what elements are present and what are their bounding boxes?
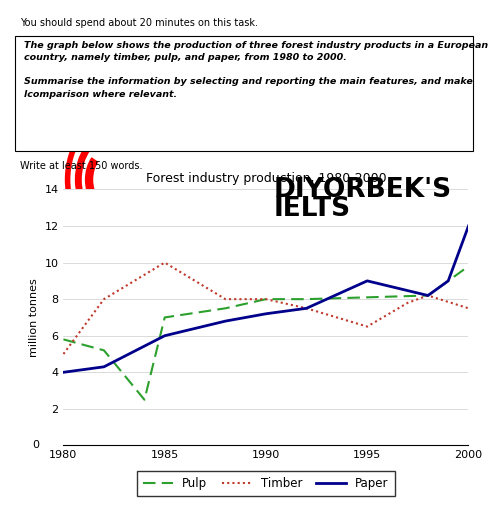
Y-axis label: million tonnes: million tonnes (29, 278, 39, 357)
Text: 0: 0 (32, 440, 39, 451)
Text: Write at least 150 words.: Write at least 150 words. (20, 161, 142, 172)
Text: You should spend about 20 minutes on this task.: You should spend about 20 minutes on thi… (20, 18, 258, 28)
Text: IELTS: IELTS (273, 196, 350, 222)
Legend: Pulp, Timber, Paper: Pulp, Timber, Paper (138, 471, 394, 496)
Text: DIYORBEK'S: DIYORBEK'S (273, 177, 451, 203)
Title: Forest industry production, 1980-2000: Forest industry production, 1980-2000 (145, 173, 386, 185)
Text: The graph below shows the production of three forest industry products in a Euro: The graph below shows the production of … (24, 41, 488, 98)
